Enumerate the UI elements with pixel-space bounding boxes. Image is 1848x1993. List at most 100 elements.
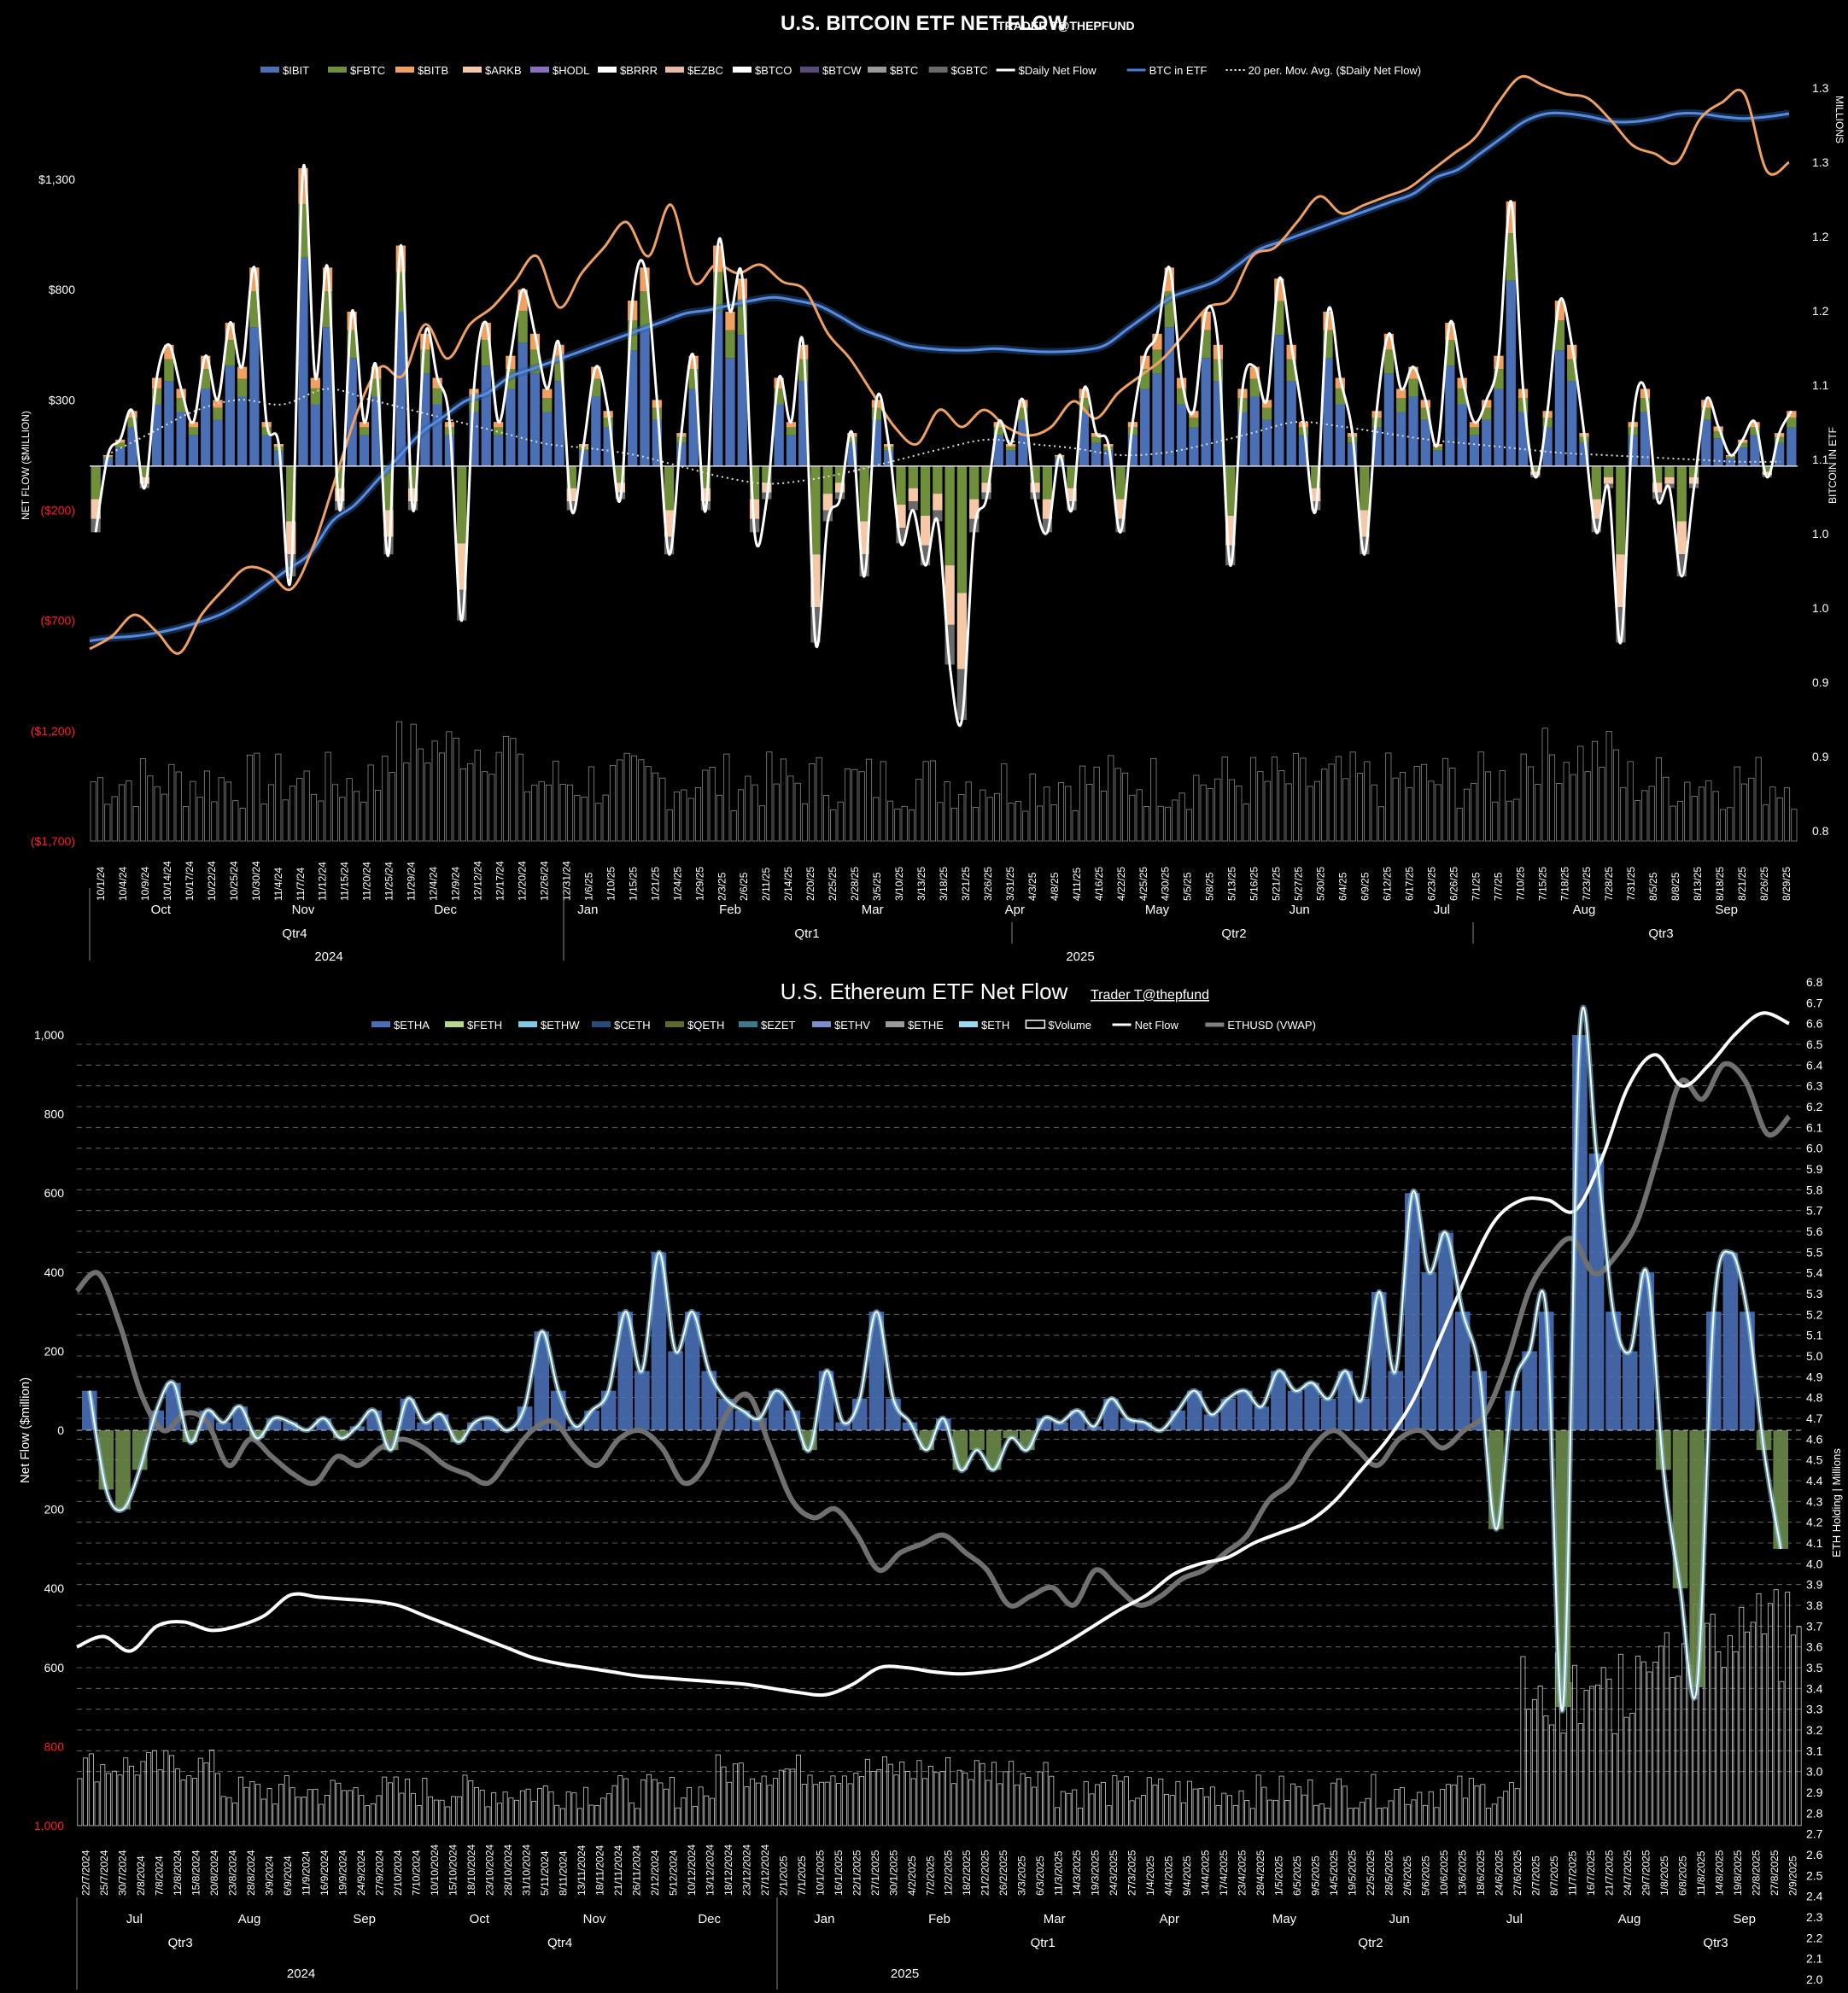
eth-y2-tick: 4.9 (1806, 1370, 1823, 1383)
btc-flow-bar (432, 377, 442, 466)
eth-volume-bar (347, 1790, 353, 1826)
eth-y2-tick: 4.5 (1806, 1453, 1823, 1467)
btc-flow-bar (969, 465, 980, 533)
eth-volume-bar (324, 1794, 330, 1826)
btc-x-tick: 7/18/25 (1559, 867, 1570, 901)
eth-volume-bar (1583, 1690, 1589, 1826)
eth-y2-tick: 5.8 (1806, 1183, 1823, 1196)
btc-x-tick: 1/15/25 (627, 867, 639, 901)
btc-volume-bar (1307, 786, 1313, 842)
eth-volume-bar (646, 1774, 652, 1826)
btc-flow-bar (725, 312, 735, 466)
eth-volume-bar (1779, 1680, 1785, 1826)
eth-volume-bar (905, 1771, 910, 1826)
btc-y2-tick: 1.1 (1812, 453, 1829, 466)
eth-netflow-line (88, 1006, 1782, 1712)
btc-flow-bar (591, 366, 601, 466)
btc-x-tick: 11/12/24 (317, 862, 329, 901)
eth-volume-bar (548, 1791, 554, 1826)
btc-volume-bar (147, 775, 154, 842)
eth-volume-bar (382, 1776, 388, 1826)
btc-x-tick: 8/13/25 (1692, 867, 1704, 901)
btc-volume-bar (275, 753, 282, 842)
eth-y2-tick: 6.5 (1806, 1037, 1823, 1051)
eth-flow-bar (1237, 1390, 1253, 1430)
btc-volume-bar (1371, 784, 1377, 842)
eth-flow-bar (868, 1312, 885, 1430)
btc-month-label: Jun (1290, 903, 1310, 917)
btc-volume-bar (161, 793, 168, 842)
svg-text:$BRRR: $BRRR (620, 64, 658, 77)
eth-volume-bar (370, 1803, 376, 1826)
btc-flow-bar (1591, 465, 1601, 533)
btc-volume-bar (90, 781, 96, 842)
btc-volume-bar (1057, 782, 1065, 842)
btc-volume-bar (766, 751, 773, 842)
eth-volume-bar (1681, 1643, 1687, 1826)
btc-volume-bar (758, 805, 766, 842)
btc-flow-bar (542, 389, 553, 466)
btc-volume-bar (538, 780, 545, 842)
eth-volume-bar (1221, 1792, 1227, 1826)
eth-x-tick: 2/6/2025 (1401, 1856, 1413, 1896)
btc-x-tick: 2/14/25 (782, 867, 794, 901)
eth-volume-bar (1497, 1797, 1503, 1826)
btc-x-tick: 7/15/25 (1536, 867, 1548, 901)
btc-x-tick: 12/26/24 (538, 861, 550, 901)
btc-flow-bar (1750, 422, 1760, 466)
btc-x-tick: 12/20/24 (516, 861, 528, 901)
eth-volume-bar (1600, 1667, 1606, 1826)
eth-volume-bar (1704, 1622, 1710, 1826)
eth-volume-bar (1014, 1784, 1020, 1826)
eth-volume-bar (652, 1779, 658, 1826)
eth-x-tick: 24/7/2025 (1622, 1850, 1634, 1896)
eth-x-tick: 30/7/2024 (117, 1850, 129, 1896)
btc-volume-bar (673, 791, 681, 842)
btc-legend-item: 20 per. Mov. Avg. ($Daily Net Flow) (1225, 64, 1421, 77)
eth-x-tick: 26/11/2024 (630, 1845, 642, 1896)
eth-x-tick: 5/12/2024 (667, 1850, 679, 1896)
eth-volume-bar (1244, 1800, 1250, 1826)
eth-volume-bar (1572, 1664, 1578, 1826)
eth-y2-tick: 6.6 (1806, 1017, 1823, 1031)
eth-volume-bar (1745, 1631, 1751, 1826)
eth-x-tick: 16/9/2024 (319, 1850, 330, 1896)
eth-volume-bar (1411, 1799, 1417, 1826)
btc-flow-bar (237, 366, 248, 466)
btc-volume-bar (1449, 768, 1456, 842)
btc-volume-bar (1527, 766, 1535, 842)
eth-volume-bar (83, 1757, 89, 1826)
eth-x-tick: 27/8/2025 (1769, 1850, 1781, 1896)
btc-volume-bar (1086, 784, 1093, 842)
eth-year-label: 2024 (287, 1967, 315, 1981)
btc-volume-bar (1356, 773, 1364, 842)
btc-volume-bar (1420, 763, 1428, 842)
eth-volume-bar (773, 1778, 779, 1826)
eth-volume-bar (1423, 1804, 1428, 1826)
btc-flow-bar (1616, 465, 1626, 643)
eth-volume-bar (232, 1803, 238, 1826)
btc-x-tick: 8/21/25 (1736, 867, 1748, 901)
eth-flow-bar (635, 1371, 650, 1430)
btc-volume-bar (737, 789, 745, 842)
btc-volume-bar (523, 791, 531, 842)
btc-volume-bar (1385, 752, 1392, 842)
btc-flow-bar (1201, 312, 1211, 466)
eth-month-label: Jul (126, 1912, 143, 1926)
btc-x-tick: 5/8/25 (1204, 872, 1216, 901)
eth-quarter-label: Qtr2 (1358, 1936, 1383, 1950)
eth-volume-bar (698, 1786, 704, 1826)
eth-volume-bar (151, 1750, 157, 1826)
eth-volume-bar (169, 1755, 175, 1826)
eth-x-tick: 10/6/2025 (1438, 1850, 1450, 1896)
btc-volume-bar (431, 740, 438, 842)
eth-volume-bar (214, 1773, 220, 1826)
eth-y-tick: 800 (44, 1739, 65, 1753)
eth-month-label: Feb (928, 1912, 950, 1926)
btc-volume-bar (1413, 766, 1420, 842)
btc-volume-bar (1392, 777, 1399, 842)
svg-text:$GBTC: $GBTC (951, 64, 988, 77)
eth-volume-bar (1020, 1773, 1026, 1826)
eth-volume-bar (1640, 1661, 1646, 1826)
eth-volume-bar (1267, 1799, 1273, 1826)
